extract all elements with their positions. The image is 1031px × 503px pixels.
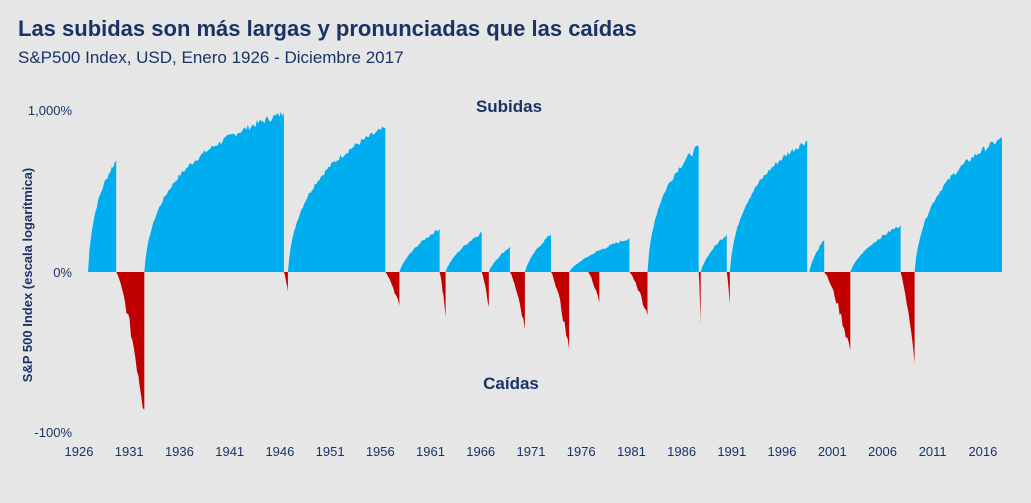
x-tick-label: 1961 [416,444,445,459]
caida-area-9 [629,272,648,316]
caida-area-3 [385,272,400,306]
caida-area-6 [509,272,525,330]
caida-area-10 [698,272,701,327]
caida-area-13 [900,272,915,364]
x-tick-label: 2001 [818,444,847,459]
x-tick-label: 1966 [466,444,495,459]
subida-area-4 [399,228,440,272]
x-tick-label: 1996 [768,444,797,459]
x-tick-label: 1931 [115,444,144,459]
caida-area-11 [726,272,730,304]
annotation-caidas: Caídas [483,374,539,393]
x-tick-label: 1986 [667,444,696,459]
subida-area-10 [700,234,727,272]
y-tick-label: 1,000% [28,103,73,118]
x-tick-label: 2006 [868,444,897,459]
subida-area-3 [287,126,386,272]
y-axis-ticks: 1,000% 0% -100% [28,103,73,440]
caida-area-12 [824,272,851,351]
x-tick-label: 1936 [165,444,194,459]
chart-title: Las subidas son más largas y pronunciada… [18,16,637,41]
subida-area-2 [144,111,284,272]
caida-area-4 [439,272,446,317]
x-tick-label: 1976 [567,444,596,459]
x-tick-label: 2016 [968,444,997,459]
x-tick-label: 1941 [215,444,244,459]
chart-subtitle: S&P500 Index, USD, Enero 1926 - Diciembr… [18,48,404,67]
x-tick-label: 1991 [717,444,746,459]
caida-area-8 [588,272,600,303]
x-tick-label: 1946 [265,444,294,459]
caida-area-5 [481,272,489,308]
subida-area-11 [729,140,808,272]
caida-area-1 [116,272,145,410]
subida-area-13 [850,225,901,272]
subida-area-7 [524,234,551,272]
annotation-subidas: Subidas [476,97,542,116]
y-tick-label: -100% [34,425,72,440]
subida-area-9 [647,145,699,272]
chart-areas [88,111,1002,410]
y-tick-label: 0% [53,265,72,280]
x-tick-label: 2011 [919,444,947,459]
x-tick-label: 1956 [366,444,395,459]
y-axis-label: S&P 500 Index (escala logarítmica) [20,168,35,382]
caida-area-7 [551,272,570,349]
subida-area-1 [88,160,117,272]
x-tick-label: 1971 [517,444,546,459]
x-tick-label: 1926 [65,444,94,459]
x-tick-label: 1951 [316,444,345,459]
x-axis-ticks: 1926 1931 1936 1941 1946 1951 1956 1961 1966 1971… [65,444,998,459]
x-tick-label: 1981 [617,444,646,459]
subida-area-6 [488,246,510,272]
caida-area-2 [283,272,288,292]
subida-area-14 [914,137,1002,272]
subida-area-5 [445,232,482,272]
subida-area-8 [569,238,630,272]
subida-area-12 [809,240,825,272]
